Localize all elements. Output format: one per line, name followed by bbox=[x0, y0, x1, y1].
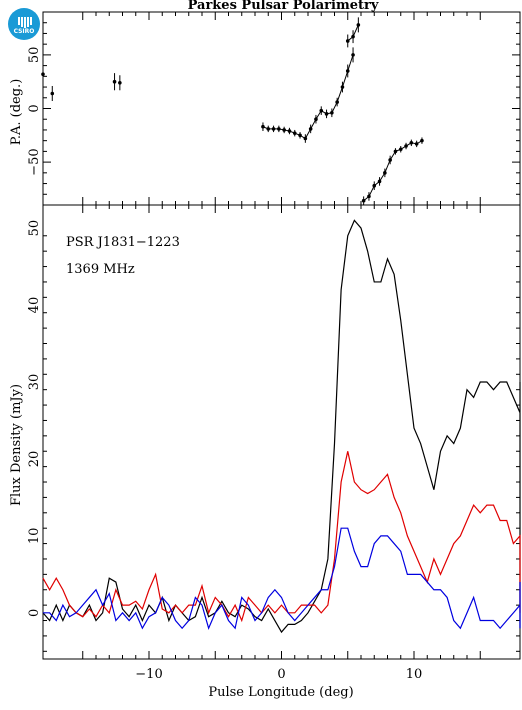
pa-line bbox=[262, 54, 354, 140]
x-tick-label: −10 bbox=[135, 667, 162, 682]
pa-point bbox=[118, 80, 122, 85]
pa-frame bbox=[42, 11, 521, 206]
pa-axis-label: P.A. (deg.) bbox=[9, 79, 24, 146]
logo-text: CSIRO bbox=[13, 28, 35, 35]
pa-point bbox=[50, 91, 55, 96]
flux-y-tick-label: 10 bbox=[27, 528, 42, 545]
x-tick-label: 0 bbox=[277, 667, 285, 682]
flux-series-1 bbox=[42, 451, 521, 623]
x-axis-label: Pulse Longitude (deg) bbox=[208, 685, 353, 700]
flux-series-0 bbox=[42, 219, 521, 634]
flux-series-2 bbox=[43, 527, 521, 631]
pa-point bbox=[356, 23, 361, 27]
pa-panel: −50 0 50 bbox=[27, 11, 521, 206]
flux-y-tick-label: 30 bbox=[27, 374, 42, 391]
flux-y-tick-label: 50 bbox=[27, 220, 42, 237]
pa-line bbox=[363, 140, 423, 202]
flux-axis-label: Flux Density (mJy) bbox=[9, 384, 24, 506]
flux-panel: −10 0 10 0 10 20 30 40 50 bbox=[27, 197, 521, 682]
pa-y-tick-label: 50 bbox=[27, 47, 42, 64]
csiro-logo: CSIRO bbox=[8, 8, 40, 40]
pa-y-tick-label: 0 bbox=[27, 104, 42, 112]
flux-y-tick-label: 0 bbox=[27, 609, 42, 617]
pa-point bbox=[41, 72, 45, 76]
flux-y-tick-label: 20 bbox=[27, 451, 42, 468]
x-tick-label: 10 bbox=[406, 667, 423, 682]
flux-y-tick-label: 40 bbox=[27, 297, 42, 314]
pa-line bbox=[347, 24, 359, 42]
psr-name-annotation: PSR J1831−1223 bbox=[66, 235, 180, 250]
frequency-annotation: 1369 MHz bbox=[66, 262, 135, 277]
pa-point bbox=[112, 79, 117, 84]
chart-title: Parkes Pulsar Polarimetry bbox=[188, 0, 379, 13]
pa-y-tick-label: −50 bbox=[27, 148, 42, 175]
